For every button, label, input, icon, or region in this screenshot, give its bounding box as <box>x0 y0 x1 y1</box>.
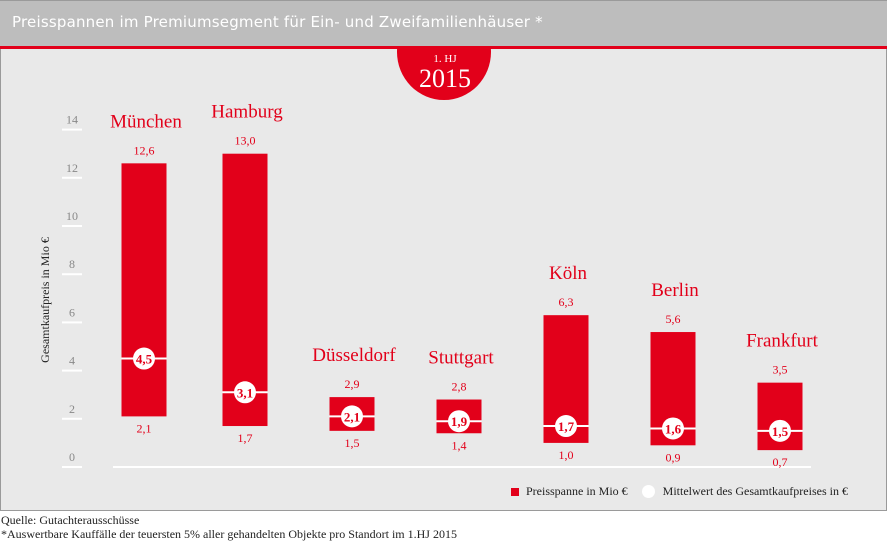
mean-marker <box>133 347 155 370</box>
legend-label-range: Preisspanne in Mio € <box>526 484 628 498</box>
range-bar <box>222 153 268 427</box>
source-note: Quelle: Gutachterausschüsse <box>1 513 140 527</box>
mean-label: 1,5 <box>772 424 789 439</box>
min-label: 1,0 <box>559 448 574 462</box>
y-tick-label: 12 <box>66 161 78 175</box>
min-label: 0,7 <box>773 455 788 469</box>
mean-label: 4,5 <box>136 352 153 367</box>
mean-marker <box>234 381 256 404</box>
mean-marker <box>555 415 577 438</box>
category-label: Hamburg <box>211 102 283 123</box>
category-label: Stuttgart <box>428 348 494 369</box>
legend-swatch-range <box>511 487 519 496</box>
max-label: 5,6 <box>666 312 681 326</box>
period-badge: 1. HJ 2015 <box>390 49 500 109</box>
y-tick-label: 6 <box>69 305 75 319</box>
footnote: *Auswertbare Kauffälle der teuersten 5% … <box>1 527 457 541</box>
category-label: Frankfurt <box>746 331 818 352</box>
mean-marker <box>769 419 791 442</box>
legend-swatch-mean <box>641 485 655 498</box>
badge-period-label: 1. HJ <box>433 53 457 65</box>
y-tick-label: 10 <box>66 209 78 223</box>
legend: Preisspanne in Mio € Mittelwert des Gesa… <box>511 484 848 499</box>
header-bar: Preisspannen im Premiumsegment für Ein- … <box>0 0 887 47</box>
min-label: 2,1 <box>137 421 152 435</box>
chart-title: Preisspannen im Premiumsegment für Ein- … <box>12 13 543 31</box>
category-label: München <box>110 111 182 132</box>
max-label: 13,0 <box>235 134 256 148</box>
range-bar <box>121 163 167 417</box>
y-tick-label: 2 <box>69 402 75 416</box>
legend-label-mean: Mittelwert des Gesamtkaufpreises in € <box>662 484 848 498</box>
y-tick-label: 14 <box>66 113 78 127</box>
min-label: 1,7 <box>238 431 253 445</box>
mean-label: 3,1 <box>237 385 253 400</box>
category-label: Düsseldorf <box>312 345 396 366</box>
min-label: 1,4 <box>452 438 467 452</box>
y-axis-title: Gesamtkaufpreis in Mio € <box>38 237 52 363</box>
min-label: 0,9 <box>666 450 681 464</box>
mean-marker <box>341 405 363 428</box>
category-label: Köln <box>549 263 588 284</box>
max-label: 6,3 <box>559 295 574 309</box>
header-divider <box>0 46 887 49</box>
mean-label: 2,1 <box>344 409 360 424</box>
category-label: Berlin <box>651 280 699 301</box>
mean-marker <box>448 410 470 433</box>
y-tick-label: 0 <box>69 450 75 464</box>
max-label: 2,9 <box>345 377 360 391</box>
max-label: 12,6 <box>134 143 155 157</box>
y-tick-label: 4 <box>69 354 75 368</box>
mean-label: 1,9 <box>451 414 468 429</box>
y-tick-label: 8 <box>69 257 75 271</box>
badge-year: 2015 <box>419 64 471 93</box>
max-label: 3,5 <box>773 363 788 377</box>
mean-label: 1,6 <box>665 421 682 436</box>
max-label: 2,8 <box>452 380 467 394</box>
mean-marker <box>662 417 684 440</box>
mean-label: 1,7 <box>558 419 575 434</box>
min-label: 1,5 <box>345 436 360 450</box>
